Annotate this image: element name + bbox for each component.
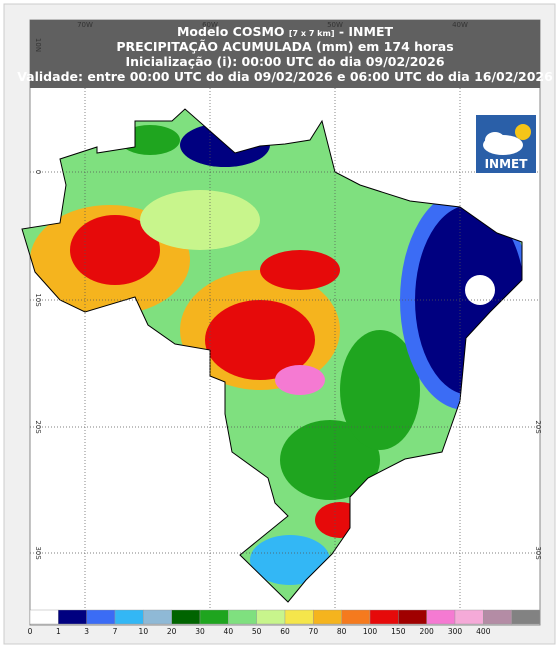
colorbar-label: 10 (139, 627, 149, 636)
colorbar-label: 0 (28, 627, 33, 636)
colorbar-cell (426, 609, 456, 625)
colorbar-label: 60 (280, 627, 290, 636)
lat-label: 30S (34, 546, 42, 560)
colorbar-cell (398, 609, 427, 625)
colorbar-cell (143, 609, 172, 625)
colorbar-label: 300 (448, 627, 463, 636)
colorbar-cell (86, 609, 116, 625)
lat-label: 0 (34, 170, 42, 174)
lon-label: 70W (77, 21, 93, 29)
colorbar-cell (284, 609, 314, 625)
colorbar-cell (199, 609, 229, 625)
graticule (30, 88, 540, 608)
colorbar-label: 50 (252, 627, 262, 636)
colorbar-cell (171, 609, 201, 625)
colorbar-label: 80 (337, 627, 347, 636)
colorbar-label: 30 (195, 627, 205, 636)
lon-label: 60W (202, 21, 218, 29)
header-line3: Inicialização (i): 00:00 UTC do dia 09/0… (125, 54, 444, 69)
colorbar-label: 3 (84, 627, 89, 636)
lat-label: 20S (534, 420, 542, 434)
colorbar-cell (58, 609, 87, 625)
colorbar-label: 7 (113, 627, 118, 636)
colorbar-cell (369, 609, 399, 625)
colorbar: 0 1 3 7 10 20 30 40 50 60 70 80 100 150 200 300 400 (28, 609, 541, 636)
colorbar-cell (256, 609, 286, 625)
colorbar-cell (313, 609, 342, 625)
lon-label: 50W (327, 21, 343, 29)
colorbar-cell (29, 609, 59, 625)
colorbar-cell (341, 609, 371, 625)
colorbar-cell (114, 609, 144, 625)
colorbar-label: 200 (420, 627, 435, 636)
colorbar-cell (228, 609, 257, 625)
lat-label: 20S (34, 420, 42, 434)
colorbar-label: 1 (56, 627, 61, 636)
header-line4: Validade: entre 00:00 UTC do dia 09/02/2… (17, 69, 553, 84)
colorbar-label: 40 (224, 627, 234, 636)
colorbar-cell (483, 609, 512, 625)
logo-text: INMET (485, 157, 529, 171)
lat-label: 10N (34, 38, 42, 52)
colorbar-cell (454, 609, 484, 625)
lat-label: 30S (534, 546, 542, 560)
colorbar-label: 100 (363, 627, 378, 636)
colorbar-label: 20 (167, 627, 177, 636)
inmet-logo: INMET (476, 115, 536, 173)
header-line2: PRECIPITAÇÃO ACUMULADA (mm) em 174 horas (116, 39, 453, 54)
colorbar-label: 70 (309, 627, 319, 636)
lat-label: 10S (34, 293, 42, 307)
header-line1: Modelo COSMO [7 x 7 km] - INMET (177, 24, 394, 39)
colorbar-label: 400 (476, 627, 491, 636)
colorbar-label: 150 (391, 627, 406, 636)
lon-label: 40W (452, 21, 468, 29)
colorbar-cell (511, 609, 541, 625)
header-box (30, 20, 540, 88)
